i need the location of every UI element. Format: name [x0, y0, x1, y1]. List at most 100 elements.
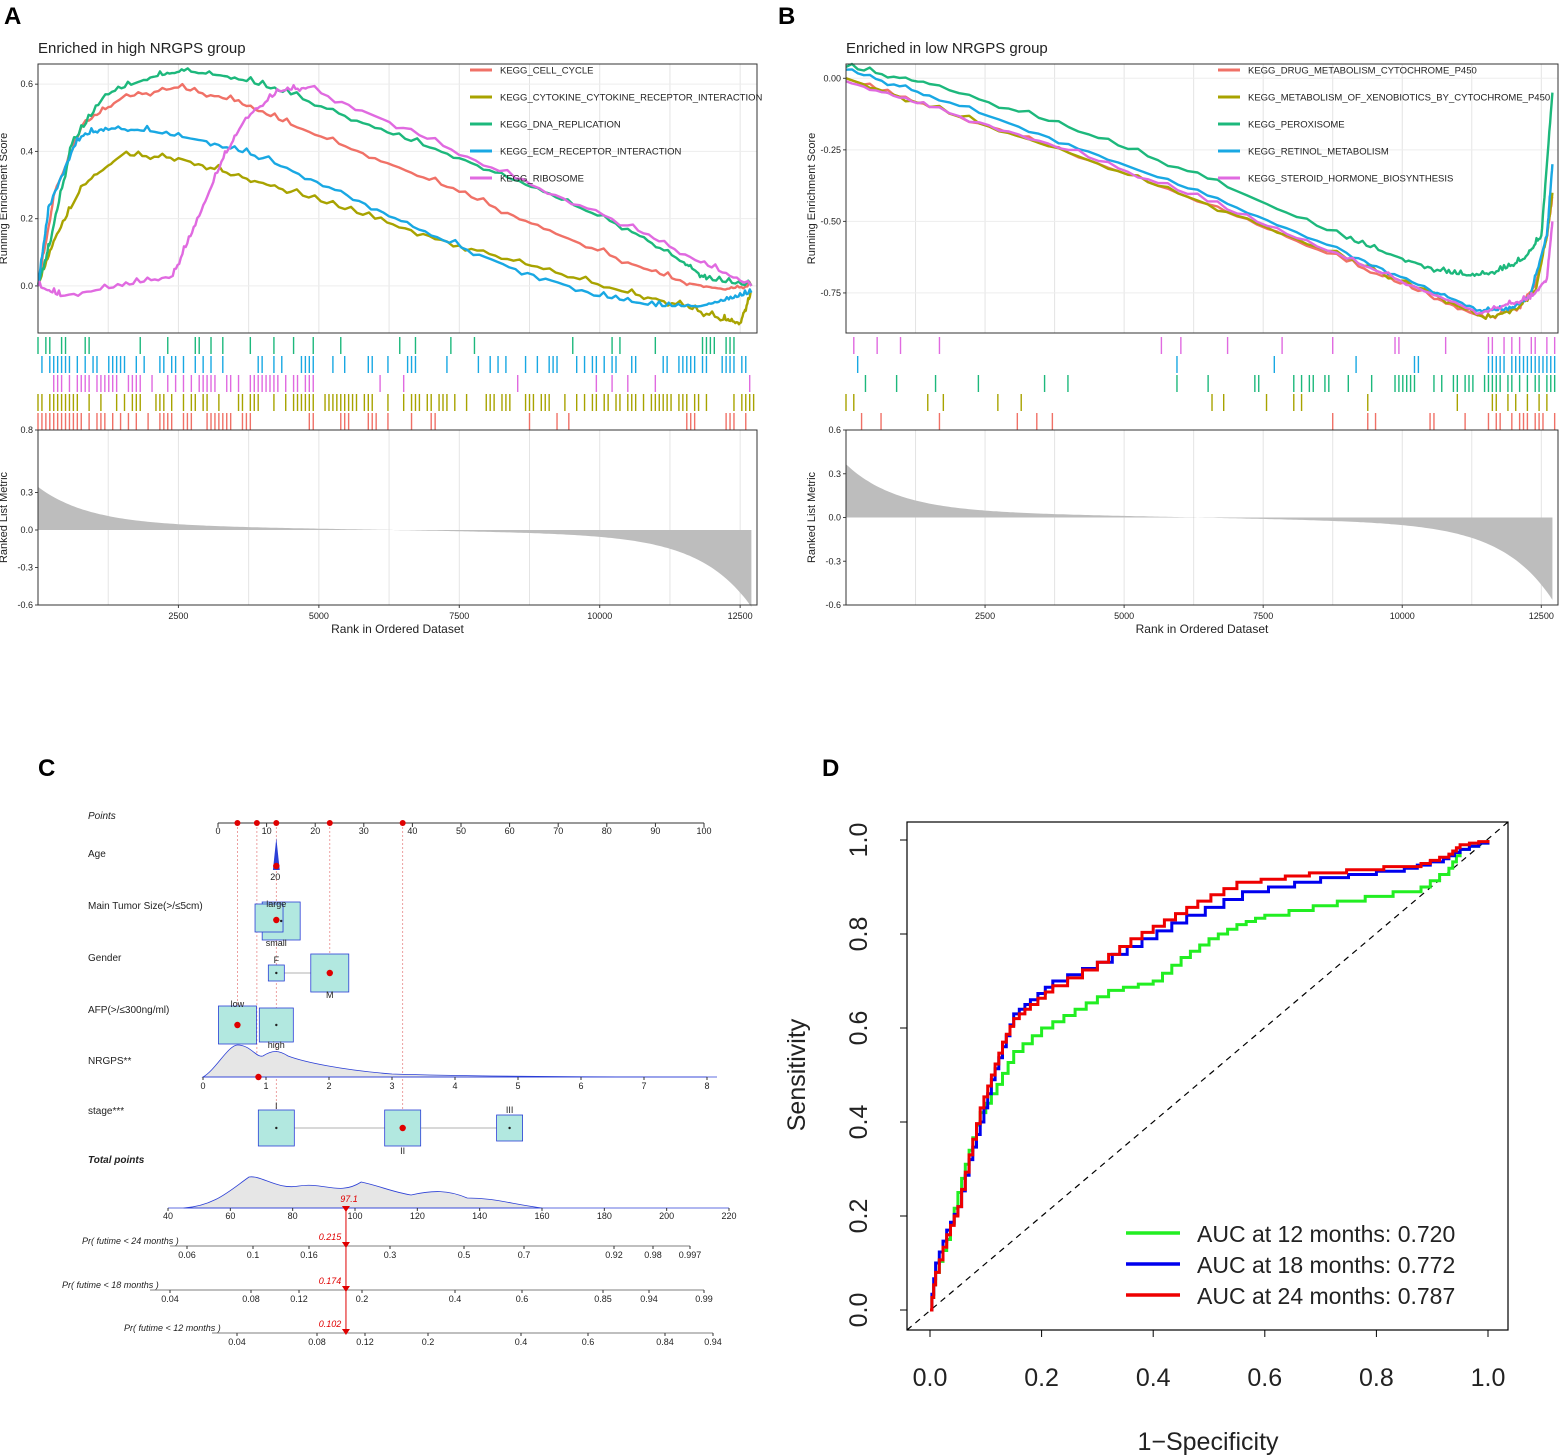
- x-tick-label: 10000: [1390, 611, 1415, 621]
- legend-label: KEGG_PEROXISOME: [1248, 120, 1345, 131]
- es-line-kegg-cell-cycle: [36, 82, 753, 291]
- gender-cat1: F: [274, 955, 280, 965]
- gender-row-label: Gender: [88, 953, 122, 964]
- total-marker: [341, 1206, 350, 1212]
- legend-label: KEGG_CELL_CYCLE: [500, 66, 593, 77]
- nrgps-tick-label: 8: [704, 1081, 709, 1091]
- metric-tick-label: -0.3: [825, 556, 841, 566]
- gender-cat2: M: [326, 990, 334, 1000]
- ranked-metric-area: [38, 486, 752, 607]
- pr18-tick-label: 0.6: [516, 1294, 529, 1304]
- x-tick-label: 2500: [168, 611, 188, 621]
- es-frame: [845, 63, 1559, 334]
- pr18-tick-label: 0.08: [242, 1294, 260, 1304]
- tumor-size-dot-large: [273, 916, 280, 924]
- total-tick-label: 60: [225, 1211, 235, 1221]
- metric-tick-label: -0.6: [825, 600, 841, 610]
- x-tick-label: 7500: [1253, 611, 1273, 621]
- pr18-tick-label: 0.85: [594, 1294, 612, 1304]
- es-line-kegg-retinol-metabolism: [845, 68, 1554, 313]
- total-density: [183, 1176, 543, 1209]
- points-tick-label: 40: [407, 826, 417, 836]
- nrgps-tick-label: 4: [452, 1081, 457, 1091]
- roc-y-tick-label: 0.8: [845, 917, 873, 952]
- tumor-size-cat1: large: [266, 899, 286, 909]
- es-line-kegg-cytokine-cytokine-receptor-interaction: [36, 150, 752, 326]
- es-frame: [37, 63, 758, 334]
- afp-cat2: high: [268, 1040, 285, 1050]
- afp-dot-low: [234, 1021, 241, 1029]
- x-axis-label: Rank in Ordered Dataset: [331, 622, 464, 636]
- nrgps-row-label: NRGPS**: [88, 1056, 131, 1067]
- tumor-size-dot-small: [279, 919, 283, 923]
- x-axis-label: Rank in Ordered Dataset: [1136, 622, 1269, 636]
- roc-legend-label: AUC at 12 months: 0.720: [1197, 1221, 1455, 1247]
- legend-label: KEGG_RETINOL_METABOLISM: [1248, 147, 1389, 158]
- pr24-tick-label: 0.98: [644, 1250, 662, 1260]
- es-axis-label: Running Enrichment Score: [806, 133, 818, 264]
- pr12-marker: [341, 1329, 350, 1335]
- stage-dot-2: [399, 1124, 406, 1132]
- stage-cat2: II: [400, 1146, 405, 1156]
- nrgps-tick-label: 5: [515, 1081, 520, 1091]
- pr12-tick-label: 0.6: [582, 1337, 595, 1347]
- gsea-title: Enriched in high NRGPS group: [38, 40, 246, 57]
- pr12-tick-label: 0.4: [515, 1337, 528, 1347]
- roc-x-tick-label: 0.0: [913, 1364, 948, 1392]
- nrgps-tick-label: 6: [578, 1081, 583, 1091]
- roc-y-tick-label: 1.0: [845, 823, 873, 858]
- stage-dot-1: [275, 1126, 278, 1130]
- pr12-label: Pr( futime < 12 months ): [124, 1323, 221, 1333]
- panel-label-a: A: [4, 3, 21, 30]
- points-tick-label: 20: [310, 826, 320, 836]
- roc-y-axis-label: Sensitivity: [783, 1018, 811, 1131]
- legend-label: KEGG_ECM_RECEPTOR_INTERACTION: [500, 147, 682, 158]
- metric-tick-label: 0.3: [828, 469, 841, 479]
- gsea-panel-a: Enriched in high NRGPS group 0.0 0.2 0.4 0.6…: [0, 40, 763, 636]
- points-tick-label: 50: [456, 826, 466, 836]
- age-violin: [272, 838, 280, 870]
- es-tick-label: -0.25: [820, 145, 841, 155]
- pr18-label: Pr( futime < 18 months ): [62, 1280, 159, 1290]
- roc-y-tick-label: 0.0: [845, 1293, 873, 1328]
- x-tick-label: 2500: [975, 611, 995, 621]
- es-line-kegg-steroid-hormone-biosynthesis: [845, 80, 1554, 315]
- pr18-tick-label: 0.94: [640, 1294, 658, 1304]
- total-tick-label: 220: [721, 1211, 736, 1221]
- legend-label: KEGG_DRUG_METABOLISM_CYTOCHROME_P450: [1248, 66, 1477, 77]
- pr12-tick-label: 0.2: [422, 1337, 435, 1347]
- points-dot: [234, 820, 241, 826]
- es-tick-label: 0.4: [20, 146, 33, 156]
- nrgps-tick-label: 3: [389, 1081, 394, 1091]
- pr24-tick-label: 0.16: [300, 1250, 318, 1260]
- metric-tick-label: -0.6: [17, 600, 33, 610]
- roc-legend-label: AUC at 18 months: 0.772: [1197, 1252, 1455, 1278]
- metric-tick-label: 0.3: [20, 488, 33, 498]
- panel-label-c: C: [38, 755, 55, 782]
- nrgps-tick-label: 0: [200, 1081, 205, 1091]
- pr12-value-label: 0.102: [319, 1319, 342, 1329]
- metric-axis-label: Ranked List Metric: [806, 471, 818, 563]
- roc-panel-d: 0.0 0.0 0.2 0.2 0.4 0.4 0.6 0.6 0.8 0.8 1.0 1.0 1−Sp…: [783, 821, 1509, 1456]
- metric-tick-label: 0.8: [20, 425, 33, 435]
- points-tick-label: 10: [262, 826, 272, 836]
- stage-box-1: [257, 1109, 295, 1147]
- points-row-label: Points: [88, 811, 116, 822]
- pr12-tick-label: 0.94: [704, 1337, 722, 1347]
- points-tick-label: 70: [553, 826, 563, 836]
- total-tick-label: 100: [347, 1211, 362, 1221]
- pr24-label: Pr( futime < 24 months ): [82, 1236, 179, 1246]
- pr24-value-label: 0.215: [319, 1232, 343, 1242]
- pr18-tick-label: 0.12: [290, 1294, 308, 1304]
- metric-tick-label: -0.3: [17, 563, 33, 573]
- nrgps-dot: [255, 1073, 262, 1081]
- pr12-tick-label: 0.04: [228, 1337, 246, 1347]
- es-tick-label: -0.75: [820, 288, 841, 298]
- legend-label: KEGG_STEROID_HORMONE_BIOSYNTHESIS: [1248, 174, 1453, 185]
- es-line-kegg-dna-replication: [36, 67, 753, 287]
- gender-dot-m: [326, 969, 333, 977]
- points-tick-label: 90: [650, 826, 660, 836]
- legend-label: KEGG_DNA_REPLICATION: [500, 120, 621, 131]
- legend-label: KEGG_METABOLISM_OF_XENOBIOTICS_BY_CYTOCH…: [1248, 93, 1550, 104]
